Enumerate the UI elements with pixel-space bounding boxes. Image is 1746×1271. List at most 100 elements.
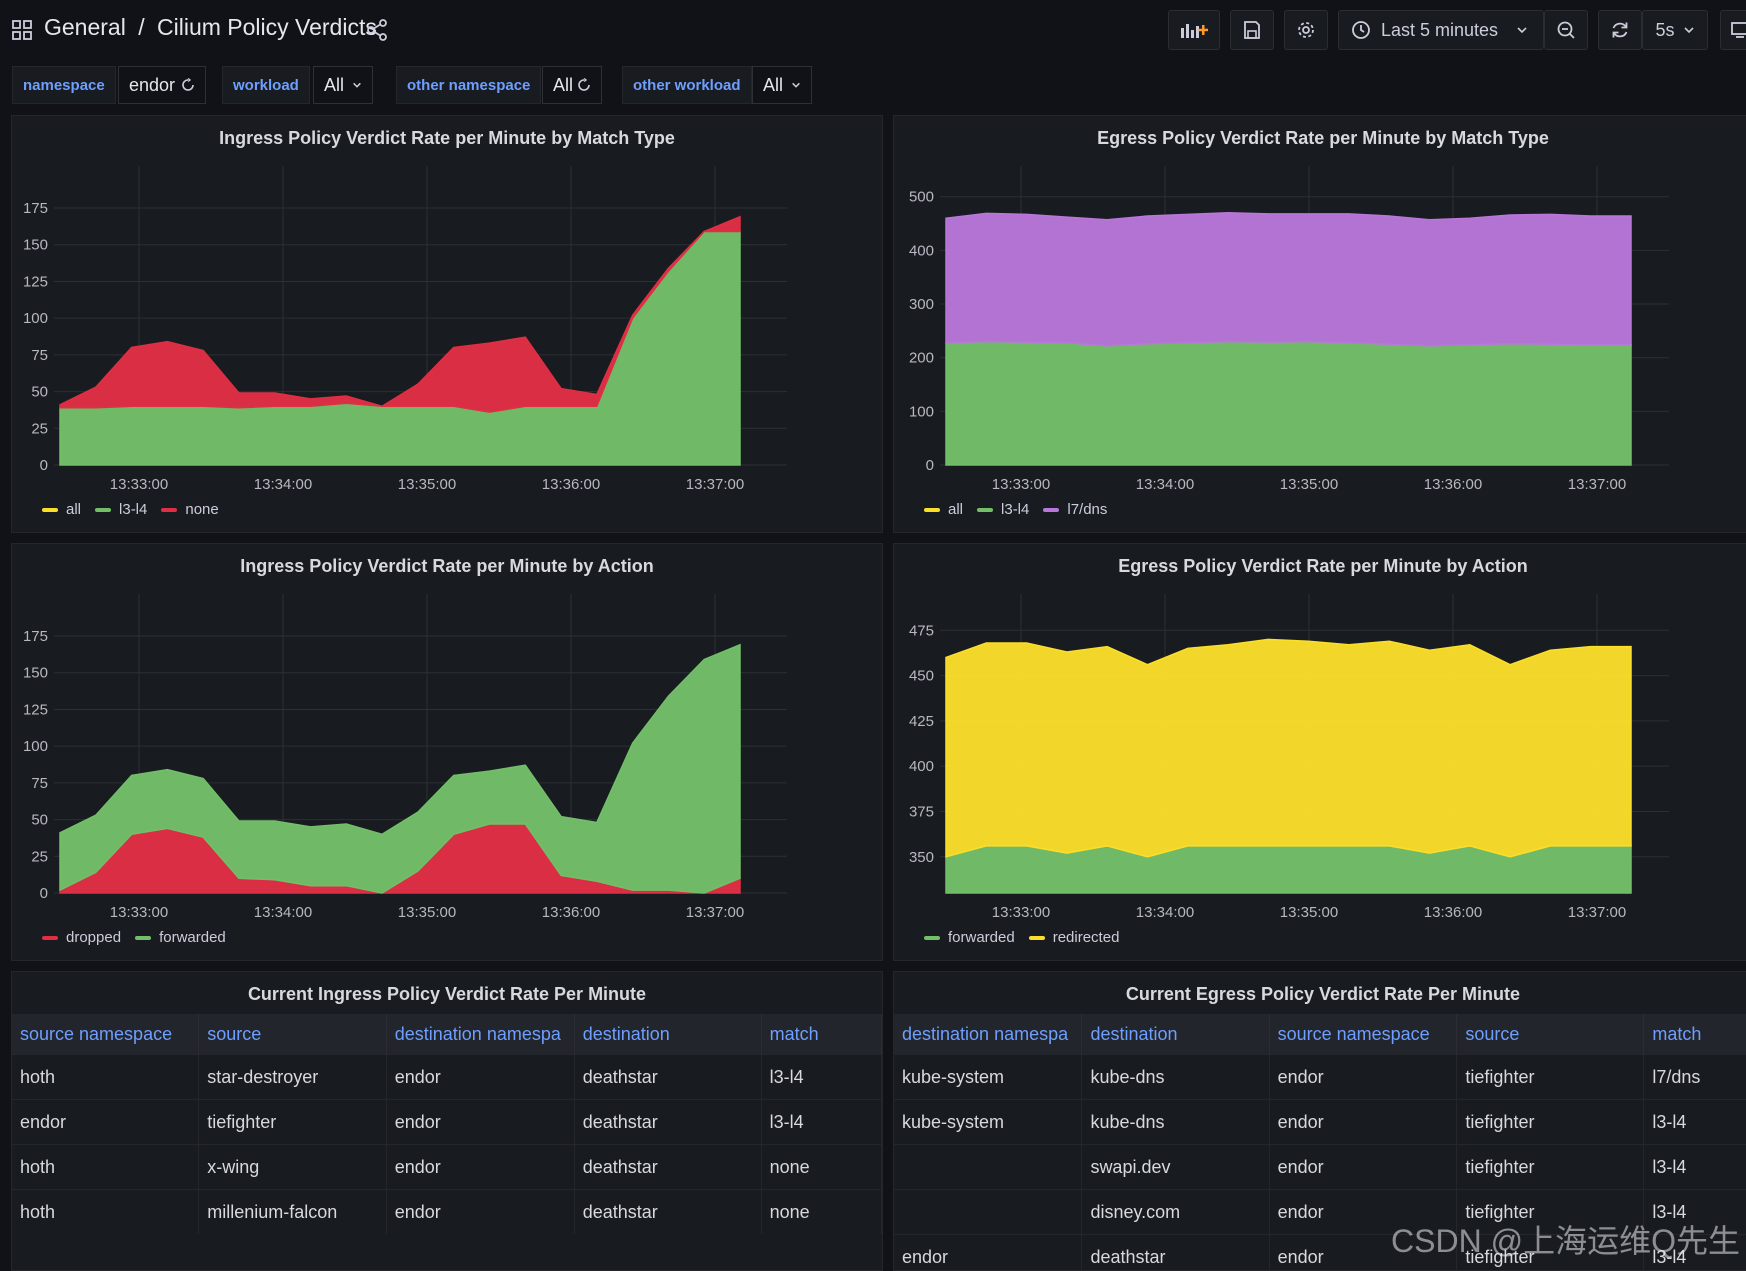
legend-item[interactable]: l3-l4 [977,501,1029,518]
y-tick-label: 150 [23,237,48,254]
column-header[interactable]: source namespace [1269,1014,1457,1055]
table-cell: disney.com [1082,1190,1269,1235]
share-icon[interactable] [366,19,388,41]
legend-item[interactable]: dropped [42,929,121,946]
x-tick-label: 13:35:00 [1280,476,1338,493]
table-cell: endor [12,1100,199,1145]
legend-label: l3-l4 [1001,501,1029,518]
y-tick-label: 50 [31,812,48,829]
time-range-picker[interactable]: Last 5 minutes [1338,10,1544,50]
legend-label: l7/dns [1067,501,1107,518]
panel-egress-match-type: Egress Policy Verdict Rate per Minute by… [893,115,1746,533]
column-header[interactable]: match [1644,1014,1746,1055]
table-cell: tiefighter [1457,1145,1644,1190]
table-cell: endor [894,1235,1082,1271]
column-header[interactable]: source namespace [12,1014,199,1055]
dashboard-title[interactable]: Cilium Policy Verdicts [157,14,377,40]
legend-item[interactable]: l3-l4 [95,501,147,518]
column-header[interactable]: source [199,1014,386,1055]
legend-label: forwarded [159,929,226,946]
variable-select-other-namespace[interactable]: All [542,66,602,104]
clock-icon [1351,20,1371,40]
variable-select-workload[interactable]: All [313,66,373,104]
save-dashboard-button[interactable] [1230,10,1274,50]
x-tick-label: 13:37:00 [1568,476,1626,493]
table-cell: millenium-falcon [199,1190,386,1235]
table-cell: tiefighter [1457,1055,1644,1100]
table-cell: hoth [12,1055,199,1100]
x-tick-label: 13:35:00 [398,476,456,493]
column-header[interactable]: source [1457,1014,1644,1055]
loading-spinner-icon [181,78,195,92]
table-cell: deathstar [574,1055,761,1100]
x-tick-label: 13:36:00 [542,904,600,921]
x-tick-label: 13:36:00 [542,476,600,493]
refresh-button[interactable] [1598,10,1642,50]
legend-swatch [977,508,993,512]
column-header[interactable]: destination [574,1014,761,1055]
table-cell: kube-dns [1082,1055,1269,1100]
y-tick-label: 0 [40,457,48,474]
x-tick-label: 13:34:00 [254,904,312,921]
y-tick-label: 500 [909,189,934,206]
legend-item[interactable]: l7/dns [1043,501,1107,518]
table-cell: endor [1269,1055,1457,1100]
legend-item[interactable]: forwarded [135,929,226,946]
column-header[interactable]: match [761,1014,881,1055]
legend-item[interactable]: all [924,501,963,518]
legend: all l3-l4 l7/dns [924,501,1107,518]
y-tick-label: 375 [909,803,934,820]
x-tick-label: 13:34:00 [1136,476,1194,493]
table-cell: l3-l4 [761,1100,881,1145]
legend-swatch [924,936,940,940]
legend-item[interactable]: redirected [1029,929,1120,946]
variable-select-namespace[interactable]: endor [118,66,206,104]
watermark: CSDN @上海运维Q先生 [1391,1216,1740,1262]
y-tick-label: 200 [909,350,934,367]
monitor-icon [1730,20,1746,40]
legend-item[interactable]: none [161,501,218,518]
column-header[interactable]: destination [1082,1014,1269,1055]
panel-title[interactable]: Current Egress Policy Verdict Rate Per M… [894,984,1746,1005]
legend-item[interactable]: forwarded [924,929,1015,946]
y-tick-label: 400 [909,242,934,259]
loading-spinner-icon [577,78,591,92]
table-cell: deathstar [574,1190,761,1235]
legend-label: l3-l4 [119,501,147,518]
x-tick-label: 13:37:00 [1568,904,1626,921]
legend: forwarded redirected [924,929,1119,946]
legend-item[interactable]: all [42,501,81,518]
refresh-interval-picker[interactable]: 5s [1642,10,1708,50]
dashboard-settings-button[interactable] [1284,10,1328,50]
panel-ingress-action: Ingress Policy Verdict Rate per Minute b… [11,543,883,961]
y-tick-label: 100 [23,310,48,327]
y-tick-label: 125 [23,273,48,290]
table-cell: endor [386,1190,574,1235]
y-tick-label: 400 [909,758,934,775]
table-cell: deathstar [574,1100,761,1145]
breadcrumb-folder[interactable]: General [44,14,126,40]
x-tick-label: 13:33:00 [992,904,1050,921]
panel-title[interactable]: Current Ingress Policy Verdict Rate Per … [12,984,882,1005]
y-tick-label: 0 [40,885,48,902]
column-header[interactable]: destination namespa [386,1014,574,1055]
variable-select-other-workload[interactable]: All [752,66,812,104]
legend-swatch [42,508,58,512]
variable-label-workload: workload [222,66,310,104]
table-cell: l7/dns [1644,1055,1746,1100]
table-cell [894,1190,1082,1235]
add-panel-button[interactable] [1168,10,1220,50]
table-cell: endor [386,1100,574,1145]
legend-label: forwarded [948,929,1015,946]
apps-grid-icon[interactable] [12,20,32,40]
table-cell [894,1145,1082,1190]
column-header[interactable]: destination namespa [894,1014,1082,1055]
tv-mode-button[interactable] [1720,10,1746,50]
zoom-out-button[interactable] [1544,10,1588,50]
table-cell: deathstar [1082,1235,1269,1271]
